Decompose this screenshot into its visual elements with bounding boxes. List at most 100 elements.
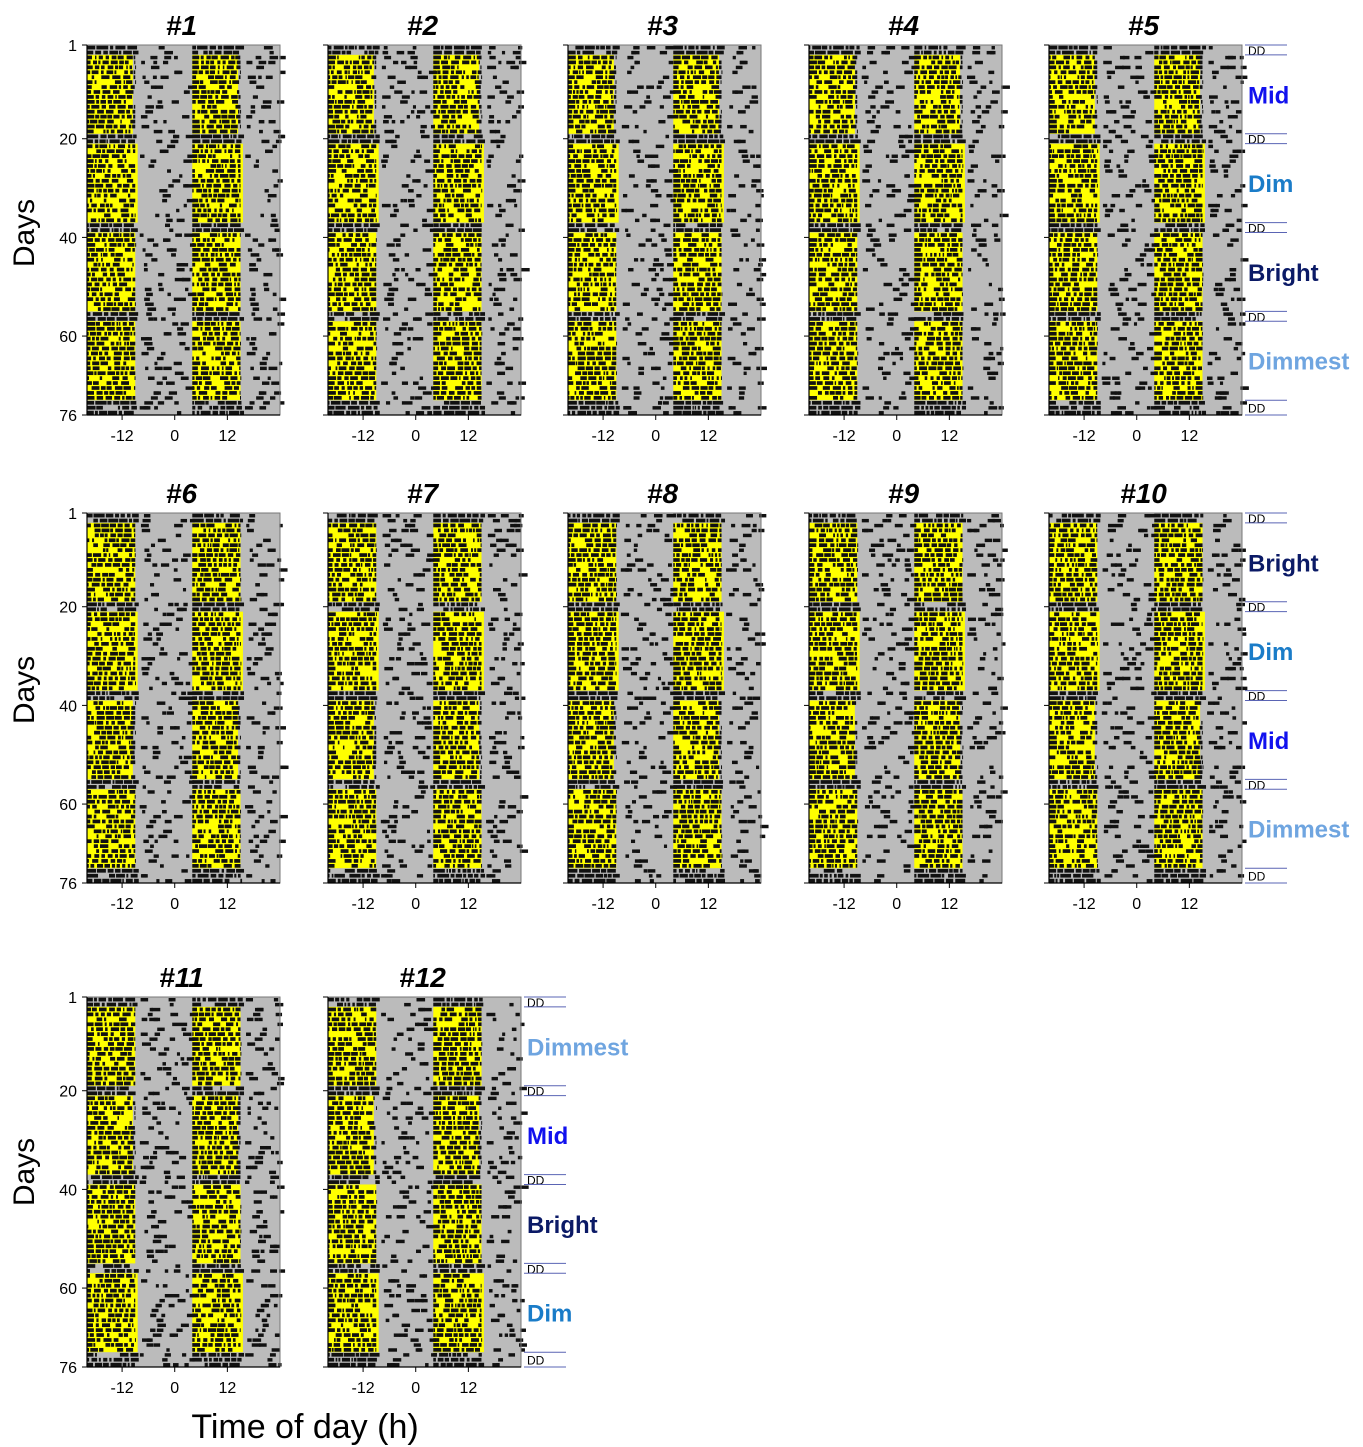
activity-bout	[230, 70, 237, 75]
activity-bout	[160, 149, 166, 154]
activity-bout	[106, 277, 111, 282]
activity-bout	[437, 183, 440, 188]
activity-bout	[837, 223, 844, 228]
activity-bout	[223, 50, 233, 55]
activity-bout	[568, 361, 576, 366]
activity-bout	[87, 80, 93, 84]
activity-bout	[203, 188, 208, 193]
activity-bout	[735, 65, 743, 70]
activity-bout	[809, 70, 818, 75]
activity-bout	[809, 312, 811, 316]
activity-bout	[867, 45, 876, 50]
activity-bout	[125, 366, 130, 371]
activity-bout	[100, 336, 109, 341]
activity-bout	[89, 223, 100, 228]
activity-bout	[914, 109, 923, 114]
activity-bout	[148, 164, 155, 168]
activity-bout	[220, 361, 227, 366]
activity-bout	[186, 198, 195, 203]
activity-bout	[597, 218, 604, 223]
activity-bout	[202, 129, 206, 134]
activity-bout	[370, 307, 374, 311]
activity-bout	[678, 139, 685, 144]
activity-bout	[604, 277, 607, 282]
activity-bout	[110, 193, 117, 198]
activity-bout	[460, 198, 465, 203]
activity-bout	[914, 50, 920, 55]
activity-bout	[827, 233, 835, 237]
panel-title: #2	[407, 10, 439, 41]
activity-bout	[935, 410, 944, 415]
activity-bout	[707, 154, 710, 158]
activity-bout	[809, 169, 811, 173]
activity-bout	[195, 238, 201, 242]
activity-bout	[819, 134, 828, 139]
activity-bout	[444, 193, 451, 198]
activity-bout	[926, 129, 929, 134]
activity-bout	[927, 257, 936, 262]
activity-bout	[217, 193, 226, 198]
activity-bout	[712, 174, 715, 178]
activity-bout	[192, 213, 200, 218]
activity-bout	[97, 193, 101, 198]
activity-bout	[822, 351, 830, 356]
activity-bout	[601, 366, 608, 371]
activity-bout	[237, 361, 241, 366]
activity-bout	[362, 371, 368, 376]
activity-bout	[391, 391, 396, 395]
activity-bout	[914, 75, 917, 80]
activity-bout	[940, 139, 951, 144]
activity-bout	[410, 55, 418, 60]
activity-bout	[328, 80, 331, 84]
activity-bout	[716, 70, 719, 75]
activity-bout	[613, 95, 617, 99]
activity-bout	[673, 326, 681, 331]
activity-bout	[665, 253, 672, 257]
activity-bout	[374, 410, 380, 415]
activity-bout	[102, 90, 111, 94]
activity-bout	[333, 312, 345, 316]
activity-bout	[157, 105, 164, 109]
activity-bout	[663, 411, 669, 415]
activity-bout	[328, 223, 335, 228]
activity-bout	[823, 129, 830, 134]
activity-bout	[468, 356, 472, 361]
activity-bout	[681, 80, 684, 84]
activity-bout	[719, 134, 724, 139]
activity-bout	[223, 45, 234, 50]
activity-bout	[217, 65, 220, 70]
activity-bout	[433, 317, 437, 321]
activity-bout	[848, 159, 853, 163]
activity-bout	[230, 336, 239, 341]
activity-bout	[809, 346, 815, 351]
activity-bout	[809, 248, 815, 252]
activity-bout	[463, 376, 469, 380]
activity-bout	[809, 361, 815, 366]
activity-bout	[684, 228, 693, 232]
activity-bout	[579, 70, 581, 75]
activity-bout	[353, 391, 355, 395]
activity-bout	[204, 302, 209, 306]
activity-bout	[914, 297, 920, 302]
activity-bout	[846, 317, 857, 321]
activity-bout	[568, 164, 572, 168]
activity-bout	[696, 174, 704, 178]
activity-bout	[713, 361, 722, 366]
activity-bout	[148, 317, 154, 321]
activity-bout	[346, 410, 351, 415]
activity-bout	[105, 183, 113, 188]
activity-bout	[198, 277, 203, 282]
activity-bout	[478, 307, 481, 311]
activity-bout	[600, 154, 603, 158]
activity-bout	[145, 337, 152, 341]
activity-bout	[715, 410, 724, 415]
activity-bout	[231, 351, 236, 356]
activity-bout	[842, 400, 845, 405]
activity-bout	[934, 405, 940, 410]
activity-bout	[947, 119, 956, 124]
activity-bout	[959, 65, 963, 70]
activity-bout	[489, 129, 497, 134]
activity-bout	[602, 60, 608, 65]
activity-bout	[259, 129, 263, 134]
activity-bout	[440, 282, 448, 287]
